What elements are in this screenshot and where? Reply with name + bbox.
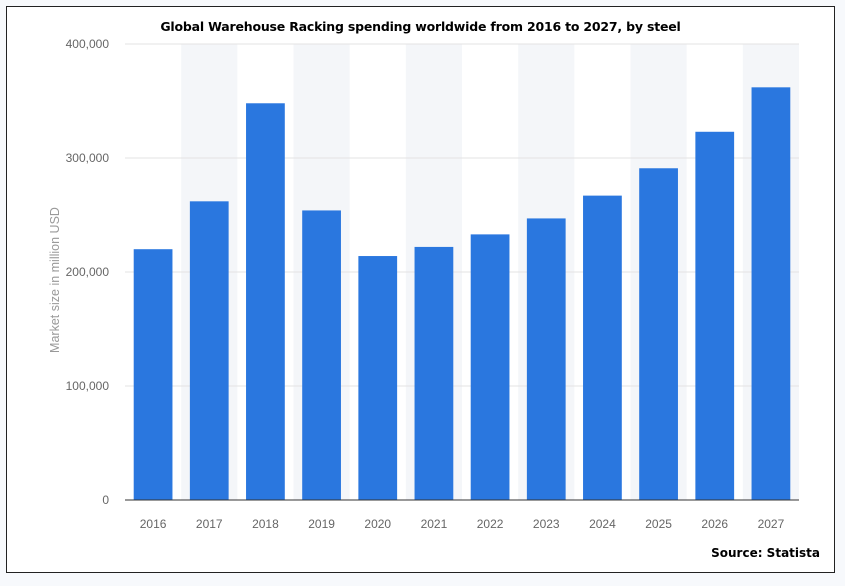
y-tick-label: 200,000: [66, 265, 110, 279]
chart-frame: Global Warehouse Racking spending worldw…: [6, 6, 835, 573]
y-tick-label: 100,000: [66, 379, 110, 393]
x-tick-label: 2020: [364, 517, 391, 531]
x-tick-label: 2027: [758, 517, 785, 531]
x-tick-label: 2019: [308, 517, 335, 531]
bar-2020[interactable]: [358, 256, 398, 500]
y-tick-label: 400,000: [66, 37, 110, 51]
chart-plot: 0 100,000 200,000 300,000 400,000 2016 2017 201…: [48, 37, 799, 531]
x-tick-label: 2023: [533, 517, 560, 531]
bar-2027[interactable]: [751, 87, 791, 500]
y-axis-title: Market size in million USD: [48, 207, 62, 353]
bar-2023[interactable]: [526, 218, 566, 501]
bar-2024[interactable]: [583, 195, 622, 500]
bar-2025[interactable]: [639, 168, 678, 500]
source-label: Source: Statista: [711, 546, 820, 560]
bar-2019[interactable]: [302, 210, 341, 500]
x-tick-label: 2021: [421, 517, 448, 531]
x-tick-label: 2022: [477, 517, 504, 531]
y-tick-label: 300,000: [66, 151, 110, 165]
x-tick-label: 2016: [140, 517, 167, 531]
bar-2022[interactable]: [470, 234, 510, 500]
x-tick-label: 2025: [645, 517, 672, 531]
bar-2017[interactable]: [189, 201, 229, 500]
bar-2021[interactable]: [414, 246, 454, 500]
x-tick-label: 2017: [196, 517, 223, 531]
chart-title: Global Warehouse Racking spending worldw…: [160, 19, 681, 34]
bar-2026[interactable]: [695, 131, 735, 500]
x-tick-label: 2026: [701, 517, 728, 531]
bar-2016[interactable]: [133, 249, 173, 500]
y-tick-label: 0: [102, 493, 109, 507]
x-tick-label: 2018: [252, 517, 279, 531]
bar-2018[interactable]: [246, 103, 285, 500]
x-tick-label: 2024: [589, 517, 616, 531]
